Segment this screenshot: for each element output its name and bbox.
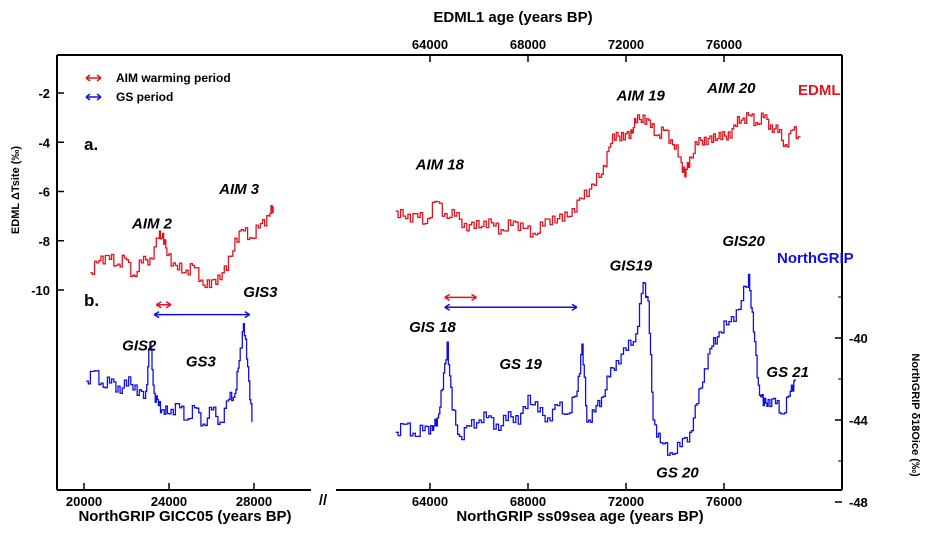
legend-item-gs: GS period — [85, 90, 173, 104]
gs-period-arrowheads — [444, 303, 578, 311]
aim-event-label: AIM 20 — [706, 80, 756, 97]
gis-event-label: GIS3 — [243, 284, 278, 301]
left-tick-label: -6 — [38, 185, 50, 200]
bottom-left-tick-label: 20000 — [66, 494, 102, 509]
aim-event-label: AIM 18 — [415, 156, 465, 173]
panel-label-a: a. — [84, 135, 98, 154]
aim-event-label: AIM 2 — [131, 215, 173, 232]
bottom-left-axis-title: NorthGRIP GICC05 (years BP) — [78, 508, 291, 525]
edml-series-line — [90, 204, 274, 289]
gis-event-label: GS3 — [186, 354, 217, 371]
legend-aim-arrowheads — [85, 74, 102, 82]
bottom-left-tick-label: 24000 — [151, 494, 187, 509]
bottom-right-tick-label: 72000 — [608, 494, 644, 509]
right-tick-label: -40 — [849, 331, 868, 346]
legend: AIM warming period GS period — [85, 71, 231, 104]
right-axis-title: NorthGRIP δ18Oice (‰) — [909, 353, 921, 477]
axis-break-symbol: // — [319, 492, 328, 509]
aim-period-arrowheads — [155, 301, 172, 309]
gis-event-label: GIS20 — [722, 233, 765, 250]
top-tick-label: 72000 — [608, 37, 644, 52]
event-annotations: AIM 2 AIM 3 AIM 18 AIM 19 AIM 20 GIS2 GS3 GIS3 G… — [122, 80, 809, 481]
right-tick-label: -44 — [849, 413, 869, 428]
bottom-right-tick-label: 76000 — [706, 494, 742, 509]
right-tick-label: -48 — [849, 495, 868, 510]
left-tick-label: -10 — [31, 283, 50, 298]
panel-label-b: b. — [84, 291, 99, 310]
top-tick-label: 76000 — [706, 37, 742, 52]
bottom-right-tick-label: 68000 — [510, 494, 546, 509]
legend-gs-arrowheads — [85, 93, 102, 101]
bottom-right-tick-label: 64000 — [412, 494, 448, 509]
legend-gs-label: GS period — [116, 90, 173, 104]
gis-event-label: GIS19 — [610, 257, 653, 274]
bottom-right-axis-title: NorthGRIP ss09sea age (years BP) — [456, 508, 703, 525]
top-tick-label: 68000 — [510, 37, 546, 52]
left-tick-label: -2 — [38, 86, 50, 101]
period-bars — [153, 293, 578, 319]
gs-period-arrowheads — [153, 310, 251, 319]
aim-period-arrowheads — [444, 293, 477, 302]
top-axis-title: EDML1 age (years BP) — [433, 9, 592, 26]
top-tick-label: 64000 — [412, 37, 448, 52]
axis-tick-labels: 64000 68000 72000 76000 20000 24000 28000 64000… — [31, 37, 868, 510]
edml-record-label: EDML — [798, 82, 841, 99]
bottom-left-tick-label: 28000 — [236, 494, 272, 509]
left-axis-title: EDML ΔTsite (‰) — [10, 146, 22, 235]
left-tick-label: -4 — [38, 135, 50, 150]
gis-event-label: GIS2 — [122, 337, 157, 354]
ngrip-record-label: NorthGRIP — [777, 250, 854, 267]
edml-series-line — [395, 112, 801, 238]
gis-event-label: GS 21 — [766, 364, 809, 381]
legend-item-aim: AIM warming period — [85, 71, 231, 85]
legend-aim-label: AIM warming period — [116, 71, 231, 85]
gis-event-label: GS 19 — [499, 356, 542, 373]
left-tick-label: -8 — [38, 234, 50, 249]
axis-ticks — [57, 55, 842, 503]
ngrip-series-line — [86, 322, 253, 427]
ngrip-series-line — [395, 273, 796, 456]
aim-event-label: AIM 3 — [218, 181, 260, 198]
plot-frame — [56, 54, 843, 491]
axis-break: // — [319, 492, 328, 509]
aim-event-label: AIM 19 — [616, 87, 666, 104]
series-layer — [86, 112, 801, 456]
gis-event-label: GIS 18 — [409, 319, 456, 336]
gis-event-label: GS 20 — [656, 464, 699, 481]
